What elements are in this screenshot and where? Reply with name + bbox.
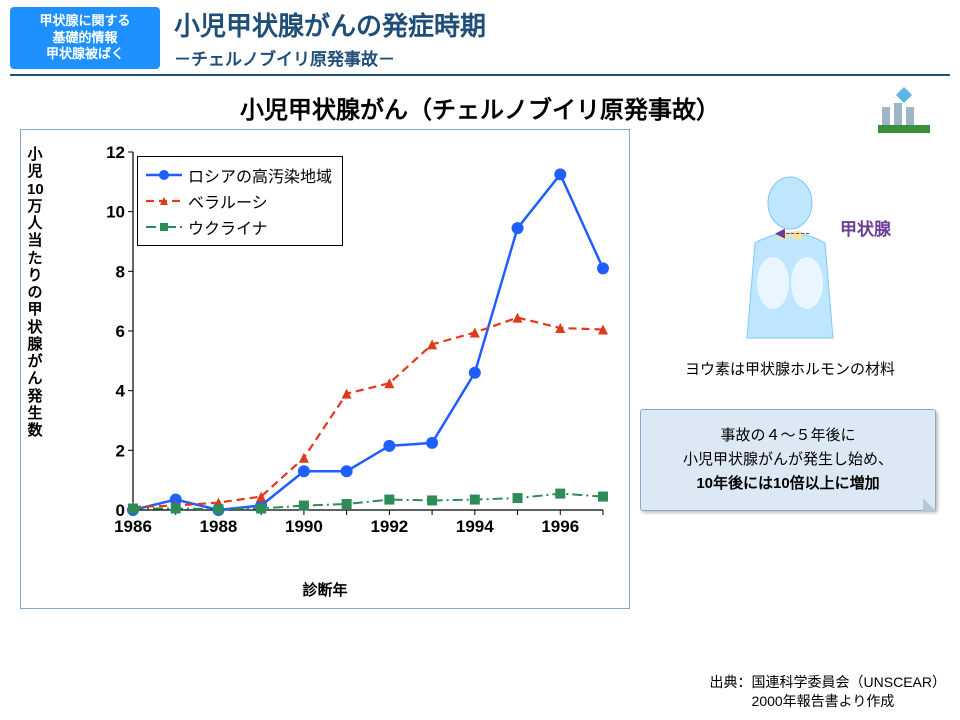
content: 小児10万人当たりの甲状腺がん発生数 024681012198619881990… [0,129,960,689]
note-box: 事故の４～５年後に 小児甲状腺がんが発生し始め、 10年後には10倍以上に増加 [640,409,936,511]
svg-text:10: 10 [106,203,125,222]
svg-text:1990: 1990 [285,517,323,536]
thyroid-pointer: ◀ - - - - - [775,225,809,241]
source-line: 2000年報告書より作成 [710,692,946,712]
legend-swatch-icon [146,219,182,235]
chart-title: 小児甲状腺がん（チェルノブイリ原発事故） [0,90,960,125]
anatomy-figure [640,173,940,348]
tag-line: 甲状腺に関する [20,13,150,30]
side-panel: ◀ - - - - - 甲状腺 ヨウ素は甲状腺ホルモンの材料 事故の４～５年後に… [640,129,940,511]
legend-item: ウクライナ [146,215,332,239]
source-line: 出典：国連科学委員会（UNSCEAR） [710,673,946,693]
tag-line: 基礎的情報 [20,30,150,47]
svg-text:1988: 1988 [200,517,238,536]
header: 甲状腺に関する 基礎的情報 甲状腺被ばく 小児甲状腺がんの発症時期 －チェルノブ… [0,0,960,72]
y-axis-label: 小児10万人当たりの甲状腺がん発生数 [27,146,43,439]
nuclear-plant-icon [874,85,934,140]
legend-item: ベラルーシ [146,189,332,213]
page-title: 小児甲状腺がんの発症時期 [174,6,950,43]
legend-swatch-icon [146,193,182,209]
svg-text:1992: 1992 [370,517,408,536]
iodine-caption: ヨウ素は甲状腺ホルモンの材料 [640,358,940,379]
legend-label: ウクライナ [188,215,268,239]
thyroid-label: 甲状腺 [840,215,891,240]
category-tag: 甲状腺に関する 基礎的情報 甲状腺被ばく [10,7,160,70]
body-icon [725,173,855,343]
svg-text:2: 2 [116,441,125,460]
legend-label: ロシアの高汚染地域 [188,163,332,187]
svg-text:4: 4 [116,382,126,401]
note-line: 事故の４～５年後に [651,424,925,448]
note-line: 10年後には10倍以上に増加 [651,472,925,496]
chart-legend: ロシアの高汚染地域 ベラルーシ ウクライナ [137,156,343,246]
svg-text:8: 8 [116,262,125,281]
svg-text:1994: 1994 [456,517,494,536]
tag-line: 甲状腺被ばく [20,46,150,63]
chart-panel: 小児10万人当たりの甲状腺がん発生数 024681012198619881990… [20,129,630,609]
note-line: 小児甲状腺がんが発生し始め、 [651,448,925,472]
svg-text:1996: 1996 [541,517,579,536]
header-rule [10,74,950,76]
legend-label: ベラルーシ [188,189,268,213]
legend-swatch-icon [146,167,182,183]
source-citation: 出典：国連科学委員会（UNSCEAR） 2000年報告書より作成 [710,673,946,712]
svg-text:6: 6 [116,322,125,341]
page-subtitle: －チェルノブイリ原発事故－ [174,45,950,70]
x-axis-label: 診断年 [21,579,629,600]
titles: 小児甲状腺がんの発症時期 －チェルノブイリ原発事故－ [174,6,950,70]
legend-item: ロシアの高汚染地域 [146,163,332,187]
svg-text:12: 12 [106,146,125,162]
svg-text:1986: 1986 [114,517,152,536]
